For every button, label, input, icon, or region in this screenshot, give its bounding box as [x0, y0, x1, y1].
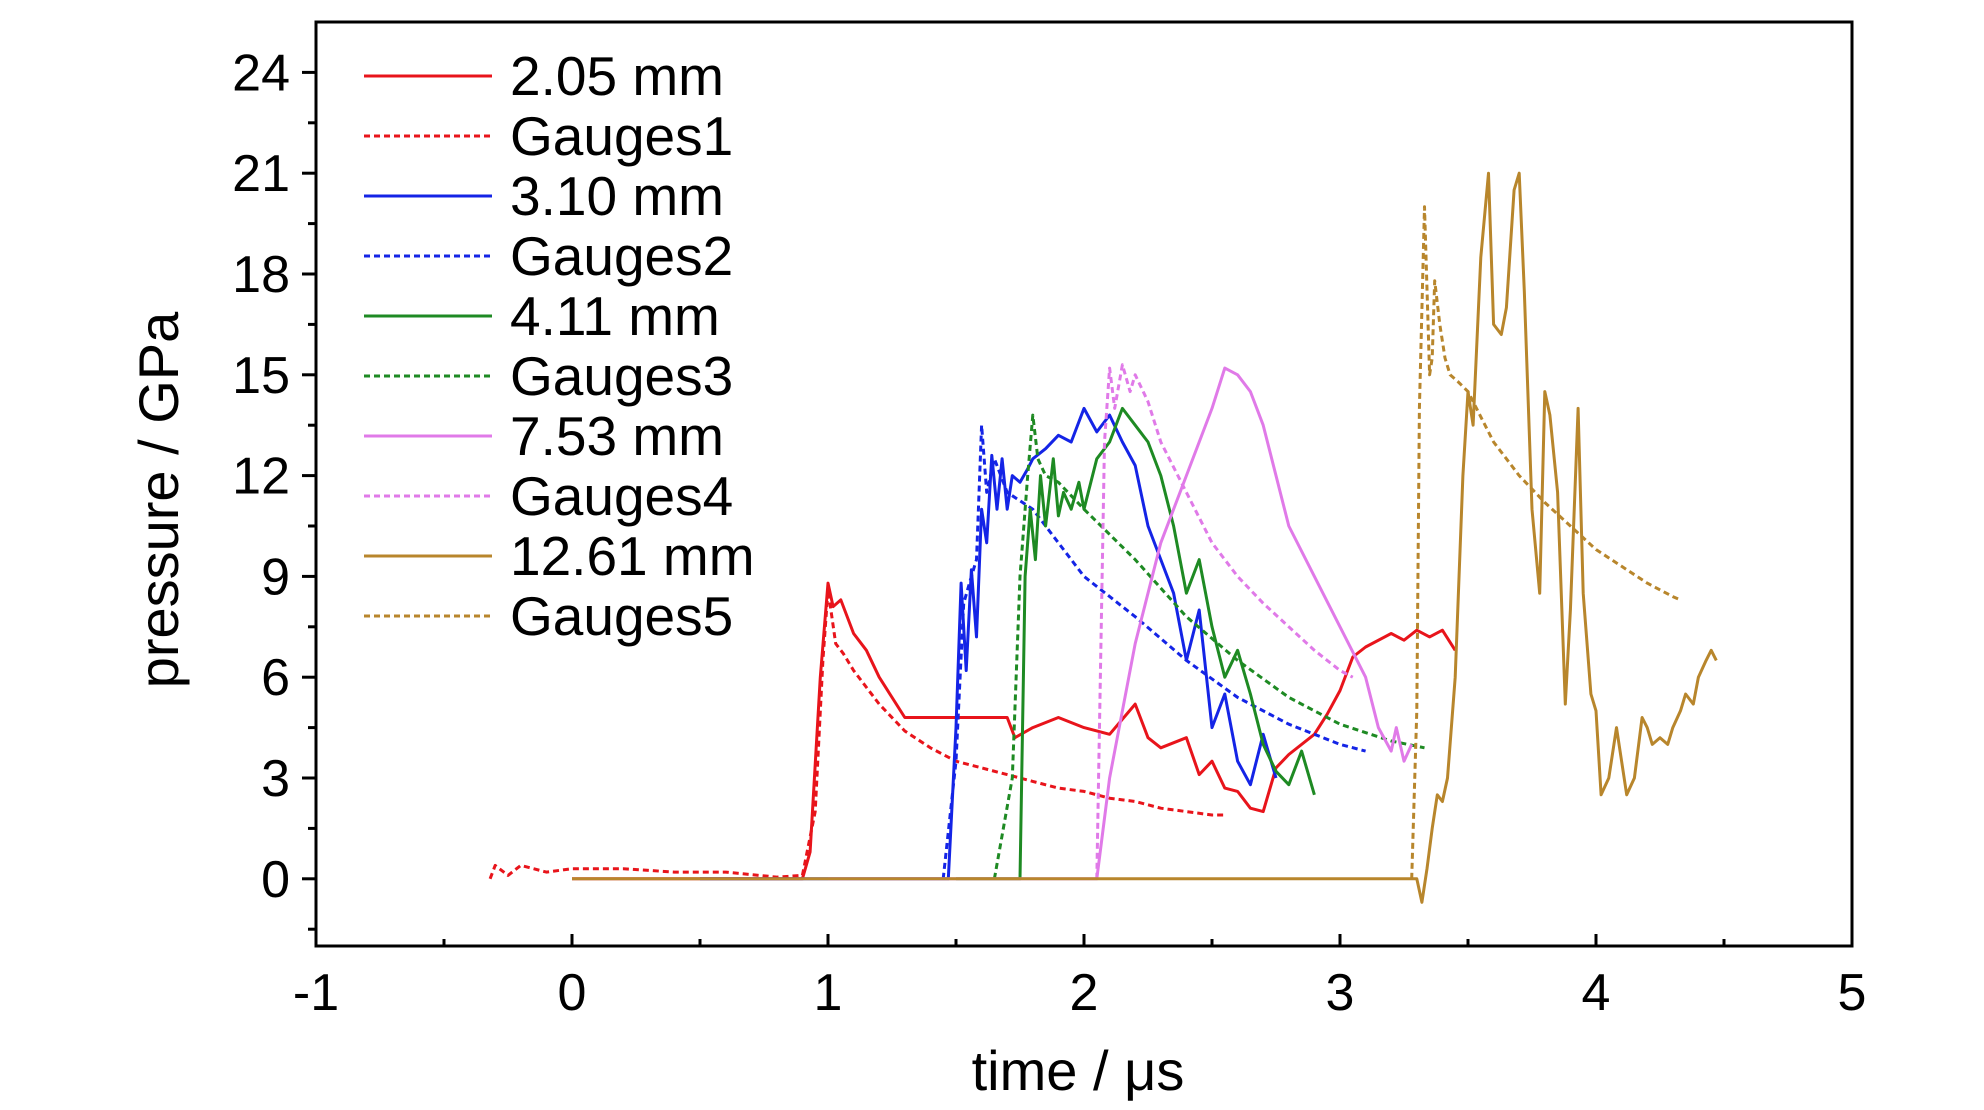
series-line-9: [572, 171, 1718, 904]
y-tick-label: 21: [232, 145, 290, 203]
y-tick-label: 18: [232, 246, 290, 304]
series-line-4: [941, 423, 1366, 879]
legend-label: 3.10 mm: [510, 165, 724, 227]
legend-label: Gauges4: [510, 465, 733, 527]
legend-label: 2.05 mm: [510, 45, 724, 107]
y-tick-label: 3: [261, 750, 290, 808]
legend-label: 4.11 mm: [510, 285, 720, 347]
x-tick-label: 2: [1070, 964, 1099, 1022]
series-line-5: [956, 406, 1316, 881]
legend-label: Gauges1: [510, 105, 733, 167]
legend-label: Gauges2: [510, 225, 733, 287]
y-tick-label: 6: [261, 649, 290, 707]
series-line-7: [828, 366, 1414, 881]
y-axis-label: pressure / GPa: [127, 311, 190, 688]
series-line-1: [572, 581, 1457, 881]
y-tick-label: 0: [261, 851, 290, 909]
y-tick-label: 9: [261, 548, 290, 606]
series-line-10: [1410, 205, 1682, 879]
y-tick-labels: 0 3 6 9 12 15 18 21 24: [232, 44, 290, 908]
x-axis-label: time / μs: [972, 1039, 1185, 1102]
x-tick-label: -1: [293, 964, 339, 1022]
legend-label: 12.61 mm: [510, 525, 755, 587]
y-tick-label: 15: [232, 347, 290, 405]
series-line-2: [488, 588, 1225, 880]
series-lines: [488, 171, 1718, 904]
legend-label: Gauges5: [510, 585, 733, 647]
x-tick-label: 1: [814, 964, 843, 1022]
y-tick-label: 24: [232, 44, 290, 102]
x-tick-label: 0: [558, 964, 587, 1022]
series-line-8: [1095, 363, 1354, 879]
x-tick-label: 5: [1838, 964, 1867, 1022]
x-tick-label: 3: [1326, 964, 1355, 1022]
x-tick-label: 4: [1582, 964, 1611, 1022]
y-tick-label: 12: [232, 448, 290, 506]
legend-label: 7.53 mm: [510, 405, 724, 467]
x-tick-labels: -1 0 1 2 3 4 5: [293, 964, 1867, 1022]
series-line-6: [992, 413, 1425, 880]
legend-label: Gauges3: [510, 345, 733, 407]
series-line-3: [700, 406, 1278, 881]
axis-ticks: [302, 70, 1854, 946]
